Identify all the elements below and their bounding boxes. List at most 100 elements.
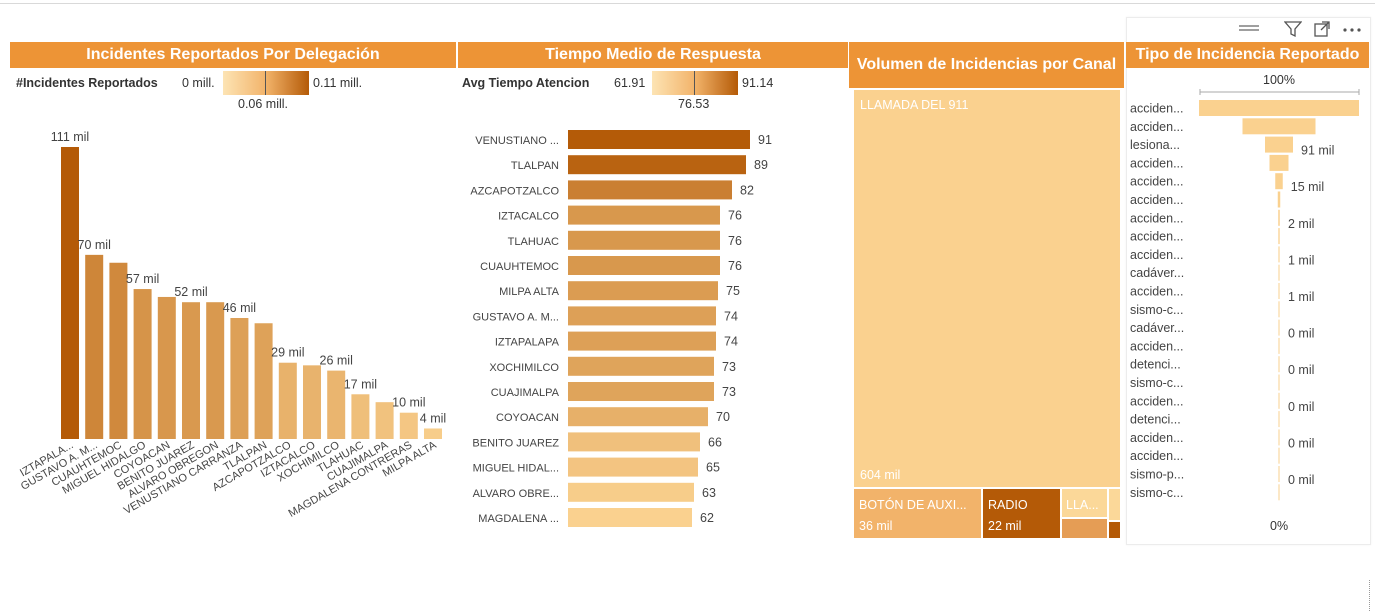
funnel-bar-4 [1275,173,1283,190]
funnel-category-20: sismo-p... [1130,468,1184,482]
funnel-category-18: acciden... [1130,431,1184,445]
data-label-5: 52 mil [174,285,207,299]
funnel-bar-20 [1278,466,1280,482]
funnel-category-7: acciden... [1130,230,1184,244]
hbar-15 [568,508,692,527]
funnel-category-11: sismo-c... [1130,303,1183,317]
funnel-value-2: 91 mil [1301,144,1334,158]
funnel-category-19: acciden... [1130,449,1184,463]
hbar-7 [568,306,716,326]
hbar-category-12: BENITO JUAREZ [472,437,559,449]
funnel-bar-7 [1278,228,1280,245]
funnel-category-17: detenci... [1130,413,1181,427]
panel1-title: Incidentes Reportados Por Delegación [10,42,456,68]
more-options-icon[interactable] [1342,20,1362,41]
funnel-category-14: detenci... [1130,358,1181,372]
funnel-category-16: acciden... [1130,394,1184,408]
funnel-category-12: cadáver... [1130,321,1184,335]
focus-mode-icon[interactable] [1313,20,1331,41]
funnel-category-1: acciden... [1130,120,1184,134]
funnel-bottom-percent: 0% [1270,519,1289,533]
panel4-title: Tipo de Incidencia Reportado [1126,42,1369,68]
hbar-value-12: 66 [708,435,722,449]
top-border [0,3,1375,4]
hbar-category-1: TLALPAN [511,160,559,172]
hbar-value-3: 76 [728,209,742,223]
data-label-15: 4 mil [420,411,446,425]
panel2-title: Tiempo Medio de Respuesta [458,42,848,68]
drag-handle-icon[interactable] [1238,21,1260,38]
hbar-1 [568,155,746,175]
hbar-category-9: XOCHIMILCO [489,362,559,374]
bar-12 [351,394,370,439]
funnel-category-6: acciden... [1130,211,1184,225]
data-label-14: 10 mil [392,396,425,410]
funnel-bar-1 [1242,118,1316,135]
hbar-value-4: 76 [728,234,742,248]
funnel-category-0: acciden... [1130,102,1184,116]
treemap-value-0: 604 mil [860,468,900,482]
treemap-cell-0 [854,90,1120,487]
bar-9 [278,362,297,439]
funnel-bar-5 [1277,191,1281,208]
data-label-9: 29 mil [271,346,304,360]
funnel-value-10: 1 mil [1288,290,1314,304]
funnel-category-3: acciden... [1130,156,1184,170]
funnel-bar-16 [1278,392,1280,409]
funnel-category-2: lesiona... [1130,138,1180,152]
treemap-cell-6 [1109,522,1120,538]
bar-3 [133,289,152,439]
treemap-name-1: BOTÓN DE AUXI... [859,497,967,512]
data-label-3: 57 mil [126,272,159,286]
hbar-category-14: ALVARO OBRE... [473,488,559,500]
treemap-cell-1 [854,489,981,538]
treemap-cell-3 [1062,489,1107,517]
funnel-bar-14 [1278,356,1280,373]
funnel-value-6: 2 mil [1288,217,1314,231]
treemap-value-1: 36 mil [859,519,892,533]
funnel-bar-0 [1199,100,1359,116]
bar-8 [254,323,273,439]
panel2-legend-min: 61.91 [614,76,646,90]
funnel-bar-11 [1278,301,1280,318]
funnel-value-18: 0 mil [1288,436,1314,450]
bar-11 [327,370,346,439]
hbar-value-6: 75 [726,284,740,298]
panel1-color-gradient [223,71,309,95]
treemap-cell-2 [983,489,1060,538]
hbar-11 [568,407,708,427]
bar-0 [61,147,79,439]
hbar-category-15: MAGDALENA ... [478,513,559,525]
filter-icon[interactable] [1283,20,1303,41]
hbar-value-1: 89 [754,158,768,172]
data-label-7: 46 mil [223,301,256,315]
hbar-category-11: COYOACAN [496,412,559,424]
hbar-0 [568,130,750,149]
bar-5 [182,302,200,439]
data-label-11: 26 mil [320,354,353,368]
funnel-value-4: 15 mil [1291,180,1324,194]
bar-7 [230,317,249,439]
funnel-bar-6 [1278,209,1280,226]
hbar-12 [568,432,700,452]
hbar-13 [568,457,698,477]
data-label-1: 70 mil [78,238,111,252]
panel1-gradient-mid-marker [265,71,266,95]
hbar-category-6: MILPA ALTA [499,286,560,298]
hbar-category-13: MIGUEL HIDAL... [473,463,559,475]
bar-10 [303,365,321,439]
hbar-value-0: 91 [758,133,772,147]
hbar-2 [568,180,732,200]
panel2-legend-max: 91.14 [742,76,774,90]
panel2-color-gradient [652,71,738,95]
page-edge [1369,580,1371,611]
funnel-bar-15 [1278,374,1280,391]
hbar-category-0: VENUSTIANO ... [475,135,559,147]
funnel-bar-8 [1278,246,1280,263]
funnel-category-10: acciden... [1130,285,1184,299]
hbar-value-14: 63 [702,486,716,500]
funnel-value-16: 0 mil [1288,400,1314,414]
hbar-category-4: TLAHUAC [508,236,559,248]
panel2-gradient-mid-marker [694,71,695,95]
